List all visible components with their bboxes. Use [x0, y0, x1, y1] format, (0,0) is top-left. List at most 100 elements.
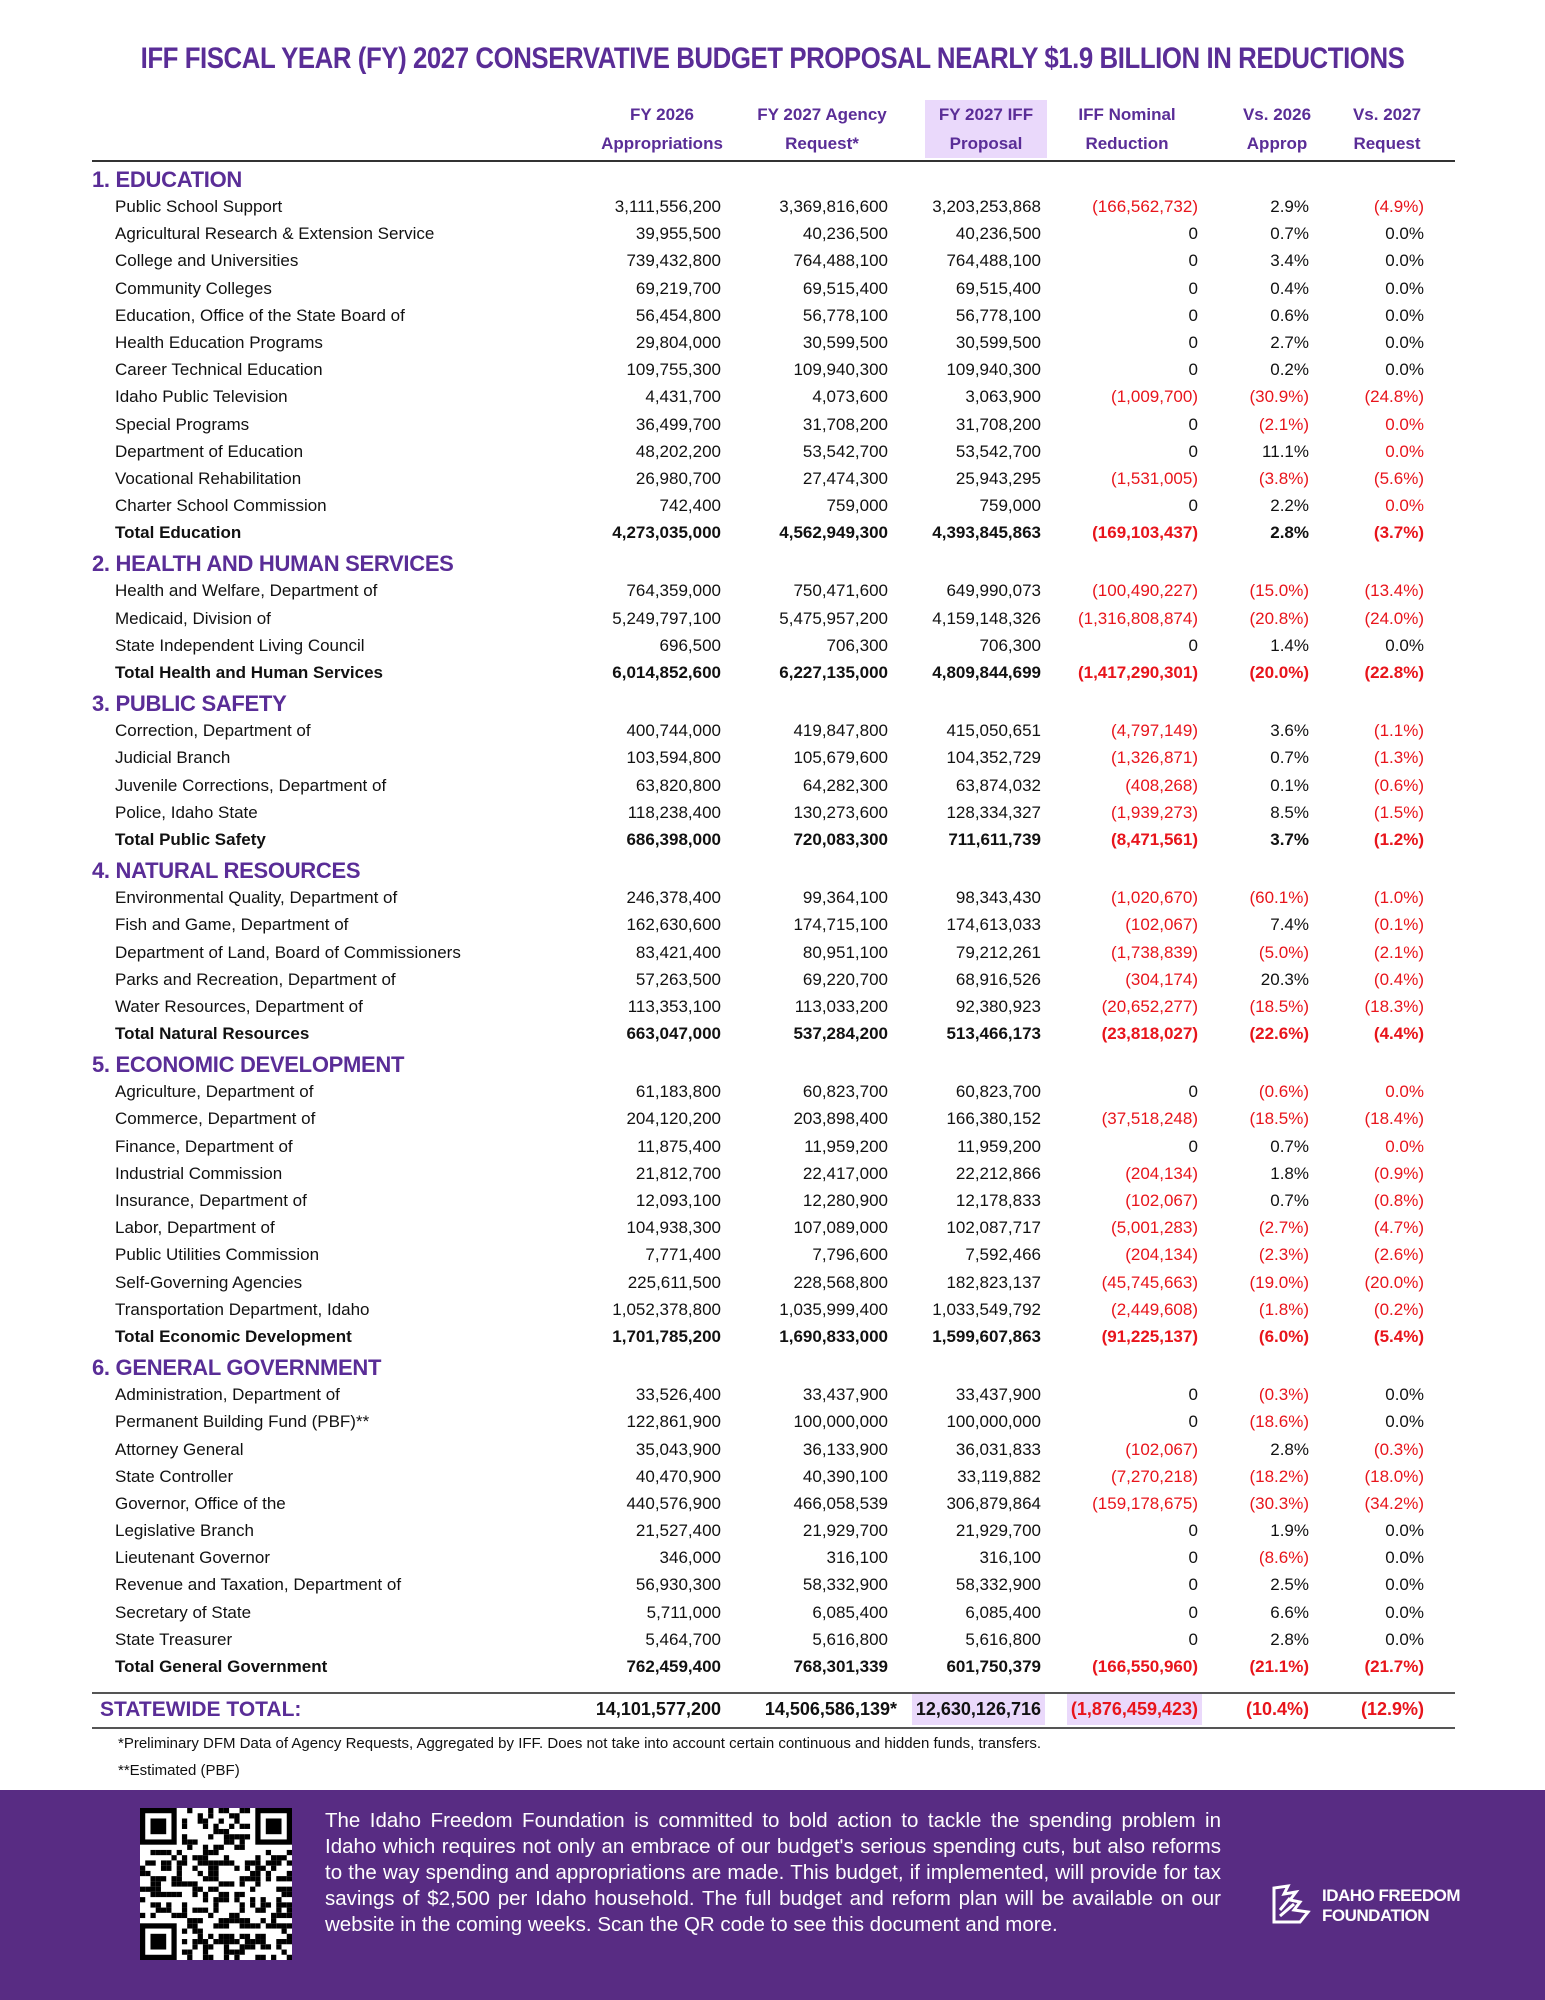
vs-2027-value: (4.9%) [1373, 197, 1424, 216]
table-row: Parks and Recreation, Department of 57,26… [92, 966, 1455, 993]
nominal-reduction-value: 0 [1188, 1385, 1198, 1405]
vs-2027-value: (2.1%) [1373, 942, 1424, 962]
row-name: Health and Welfare, Department of [115, 581, 378, 601]
row-name: Vocational Rehabilitation [115, 468, 302, 488]
qr-code[interactable] [140, 1808, 292, 1960]
fy2026-value: 57,263,500 [635, 969, 721, 989]
table-row: State Treasurer 5,464,700 5,616,800 5,616,8… [92, 1626, 1455, 1653]
col-header-line: IFF Nominal [1078, 105, 1176, 124]
agency-request-value: 466,058,539 [793, 1493, 888, 1513]
logo-line2: FOUNDATION [1322, 1906, 1430, 1925]
row-name: Idaho Public Television [115, 387, 288, 407]
vs-2027-value: 0.0% [1385, 251, 1424, 271]
agency-request-value: 768,301,339 [793, 1657, 888, 1676]
logo-text: IDAHO FREEDOM FOUNDATION [1322, 1886, 1461, 1926]
iff-proposal-value: 711,611,739 [948, 829, 1041, 849]
agency-request-value: 113,033,200 [794, 996, 888, 1016]
fy2026-value: 346,000 [659, 1548, 721, 1568]
vs-2026-value: (18.2%) [1249, 1466, 1309, 1486]
vs-2026-value: 0.2% [1270, 360, 1309, 380]
vs-2026-value: (0.3%) [1258, 1385, 1309, 1405]
table-row: Administration, Department of 33,526,400 3… [92, 1381, 1455, 1408]
vs-2027-value: (20.0%) [1364, 1272, 1424, 1292]
statewide-vs-2027: (12.9%) [1360, 1699, 1424, 1719]
vs-2026-value: 3.6% [1270, 721, 1309, 741]
nominal-reduction-value: (102,067) [1125, 1191, 1198, 1210]
row-name: College and Universities [115, 251, 299, 271]
vs-2027-value: 0.0% [1385, 1082, 1424, 1102]
statewide-total-row: STATEWIDE TOTAL: 14,101,577,200 14,506,5… [92, 1692, 1455, 1729]
nominal-reduction-value: (166,550,960) [1092, 1657, 1198, 1676]
vs-2026-value: (19.0%) [1249, 1272, 1309, 1292]
row-name: Total Natural Resources [115, 1024, 310, 1044]
table-row: Idaho Public Television 4,431,700 4,073,60… [92, 383, 1455, 410]
vs-2027-value: (18.3%) [1364, 996, 1424, 1016]
fy2026-value: 35,043,900 [635, 1439, 721, 1459]
vs-2027-value: (0.9%) [1373, 1163, 1424, 1183]
vs-2026-value: 2.8% [1270, 523, 1309, 543]
nominal-reduction-value: (37,518,248) [1101, 1109, 1198, 1129]
row-name: Career Technical Education [115, 360, 323, 380]
logo-line1: IDAHO FREEDOM [1322, 1886, 1461, 1905]
vs-2026-value: 2.7% [1270, 332, 1309, 352]
vs-2026-value: (2.1%) [1258, 414, 1309, 434]
table-row: Education, Office of the State Board of 5… [92, 302, 1455, 329]
nominal-reduction-value: (7,270,218) [1111, 1466, 1198, 1486]
vs-2026-value: (21.1%) [1249, 1657, 1309, 1676]
iff-proposal-value: 128,334,327 [946, 802, 1041, 822]
iff-proposal-value: 5,616,800 [965, 1629, 1041, 1649]
row-name: Total Education [115, 523, 242, 543]
vs-2026-value: 0.6% [1270, 305, 1309, 325]
statewide-total-label: STATEWIDE TOTAL: [100, 1698, 302, 1721]
agency-request-value: 5,475,957,200 [779, 608, 888, 628]
fy2026-value: 6,014,852,600 [612, 663, 721, 682]
fy2026-value: 36,499,700 [635, 414, 721, 434]
nominal-reduction-value: (159,178,675) [1092, 1493, 1198, 1513]
table-row: Agricultural Research & Extension Servic… [92, 220, 1455, 247]
fy2026-value: 11,875,400 [637, 1136, 721, 1156]
iff-proposal-value: 649,990,073 [946, 581, 1041, 601]
vs-2026-value: (2.7%) [1258, 1218, 1309, 1238]
agency-request-value: 203,898,400 [793, 1109, 888, 1129]
row-name: Department of Education [115, 441, 304, 461]
col-header-line: Request* [785, 134, 859, 153]
iff-proposal-value: 100,000,000 [946, 1412, 1041, 1432]
nominal-reduction-value: (169,103,437) [1092, 523, 1198, 543]
agency-request-value: 69,220,700 [802, 969, 888, 989]
agency-request-value: 105,679,600 [793, 748, 888, 768]
table-row: Agriculture, Department of 61,183,800 60,8… [92, 1078, 1455, 1105]
section-heading: 2. HEALTH AND HUMAN SERVICES [92, 551, 454, 577]
nominal-reduction-value: (4,797,149) [1111, 721, 1198, 741]
iff-proposal-value: 706,300 [979, 635, 1041, 655]
table-row: Self-Governing Agencies 225,611,500 228,56… [92, 1269, 1455, 1296]
vs-2026-value: 2.2% [1270, 496, 1309, 516]
fy2026-value: 12,093,100 [635, 1191, 721, 1210]
vs-2026-value: 2.8% [1270, 1439, 1309, 1459]
row-name: Charter School Commission [115, 496, 327, 516]
vs-2027-value: (4.4%) [1373, 1024, 1424, 1044]
iff-proposal-value: 104,352,729 [946, 748, 1041, 768]
row-name: Judicial Branch [115, 748, 231, 768]
vs-2026-value: (18.6%) [1249, 1412, 1309, 1432]
nominal-reduction-value: (1,326,871) [1111, 748, 1198, 768]
vs-2026-value: (2.3%) [1258, 1245, 1309, 1265]
row-name: Public School Support [115, 197, 283, 216]
iff-proposal-value: 33,119,882 [957, 1466, 1041, 1486]
table-row: Secretary of State 5,711,000 6,085,400 6,08… [92, 1599, 1455, 1626]
footnotes: *Preliminary DFM Data of Agency Requests… [118, 1730, 1041, 1784]
vs-2027-value: (4.7%) [1373, 1218, 1424, 1238]
fy2026-value: 4,273,035,000 [612, 523, 721, 543]
fy2026-value: 742,400 [659, 496, 721, 516]
row-name: Parks and Recreation, Department of [115, 969, 396, 989]
footnote-pbf: **Estimated (PBF) [118, 1762, 240, 1779]
footer-banner: The Idaho Freedom Foundation is committe… [0, 1790, 1545, 2000]
vs-2027-value: (22.8%) [1364, 663, 1424, 682]
statewide-iff-proposal: 12,630,126,716 [911, 1694, 1045, 1725]
iff-proposal-value: 4,393,845,863 [932, 523, 1041, 543]
fy2026-value: 109,755,300 [626, 360, 721, 380]
agency-request-value: 22,417,000 [802, 1163, 888, 1183]
row-name: Community Colleges [115, 278, 272, 298]
fy2026-value: 686,398,000 [626, 829, 721, 849]
vs-2027-value: 0.0% [1385, 1412, 1424, 1432]
vs-2026-value: (18.5%) [1249, 1109, 1309, 1129]
